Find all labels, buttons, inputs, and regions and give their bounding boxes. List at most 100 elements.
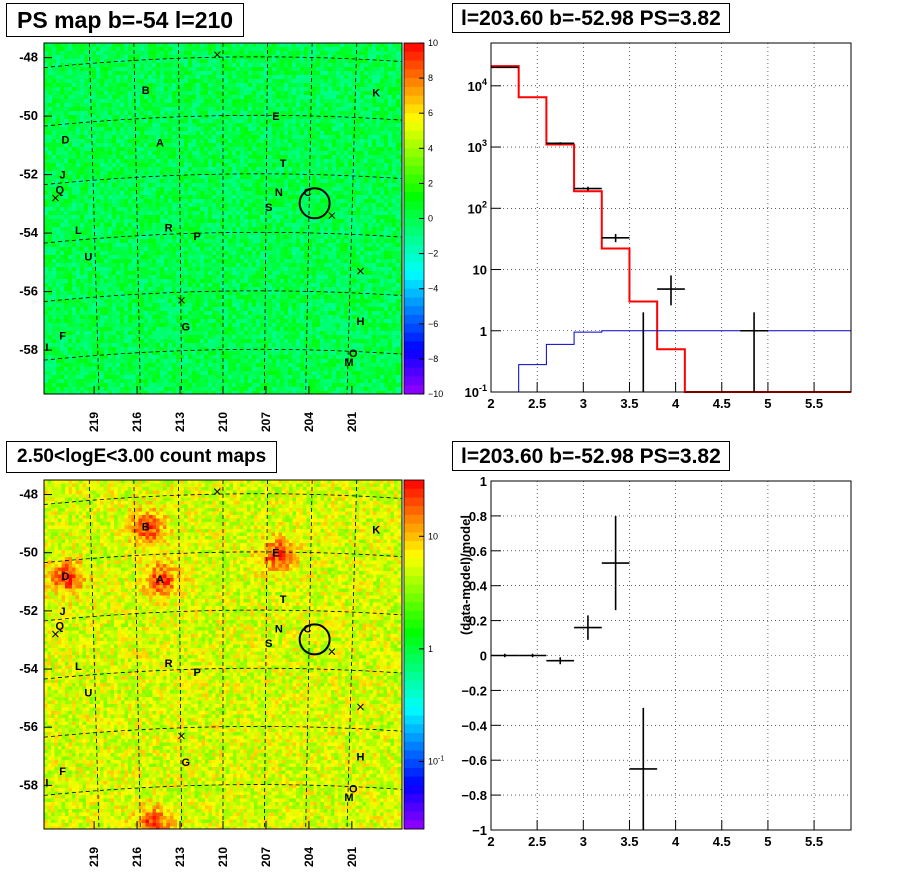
ps-map-cross-0 bbox=[213, 51, 221, 59]
residual-ytick-label: −0.8 bbox=[461, 788, 487, 803]
ps-map-marker-S: S bbox=[265, 202, 272, 214]
ps-map-colorbar-label: −10 bbox=[428, 389, 443, 399]
count-map-cross-1 bbox=[52, 630, 59, 638]
count-map-marker-E: E bbox=[272, 548, 279, 560]
ps-map-marker-M: M bbox=[344, 357, 353, 369]
ps-map-marker-Q: Q bbox=[55, 184, 64, 196]
ps-map-xtick-label: 219 bbox=[87, 412, 101, 432]
ps-map-colorbar-label: 0 bbox=[428, 214, 433, 224]
ps-map-parallel-54 bbox=[44, 231, 402, 244]
spectrum-ytick-label: 10-1 bbox=[465, 383, 487, 400]
ps-map-ytick-label: -50 bbox=[19, 108, 38, 123]
ps-map-marker-G: G bbox=[181, 322, 190, 334]
ps-map-marker-F: F bbox=[59, 331, 66, 343]
ps-map-ytick-label: -54 bbox=[19, 225, 39, 240]
count-map-group: -48 -50 -52 -54 -56 -58 219 216 213 210 207 204 201 B… bbox=[19, 479, 444, 867]
ps-map-colorbar-label: 6 bbox=[428, 108, 433, 118]
residual-ytick-label: −0.2 bbox=[461, 683, 487, 698]
count-map-ytick-label: -50 bbox=[19, 545, 38, 560]
spectrum-xtick-label: 3 bbox=[580, 396, 587, 411]
ps-map-parallel-56 bbox=[44, 290, 402, 303]
count-map-meridian-201 bbox=[346, 480, 358, 829]
count-map-parallel-54 bbox=[44, 667, 402, 680]
count-map-xtick-label: 216 bbox=[130, 847, 144, 867]
residual-xtick-label: 5 bbox=[764, 834, 771, 849]
count-map-ytick-label: -56 bbox=[19, 719, 38, 734]
ps-map-colorbar-label: −8 bbox=[428, 354, 438, 364]
spectrum-top-title: l=203.60 b=-52.98 PS=3.82 bbox=[452, 3, 730, 33]
spectrum-frame bbox=[490, 42, 852, 393]
spectrum-xtick-label: 4.5 bbox=[713, 396, 731, 411]
count-map-marker-T: T bbox=[280, 594, 287, 606]
ps-map-marker-D: D bbox=[62, 135, 70, 147]
count-map-colorbar-label: 10-1 bbox=[428, 755, 444, 766]
count-map-marker-Q: Q bbox=[55, 620, 64, 632]
map-top-title: PS map b=-54 l=210 bbox=[6, 3, 245, 37]
count-map-marker-A: A bbox=[156, 574, 164, 586]
ps-map-xtick-label: 213 bbox=[173, 412, 187, 432]
ps-map-colorbar-label: −6 bbox=[428, 319, 438, 329]
ps-map-marker-H: H bbox=[356, 316, 364, 328]
ps-map-colorbar-label: 8 bbox=[428, 73, 433, 83]
count-map-meridian-219 bbox=[88, 480, 100, 829]
ps-map-parallel-58 bbox=[44, 348, 402, 361]
ps-map-parallel-52 bbox=[44, 173, 402, 186]
count-map-marker-C: C bbox=[304, 623, 312, 635]
residual-title: l=203.60 b=-52.98 PS=3.82 bbox=[452, 441, 730, 471]
count-map-cross-0 bbox=[213, 488, 221, 495]
residual-xtick-label: 5.5 bbox=[805, 834, 823, 849]
count-map-ytick-label: -52 bbox=[19, 603, 38, 618]
spectrum-xtick-label: 5 bbox=[764, 396, 771, 411]
ps-map-xtick-label: 207 bbox=[259, 412, 273, 432]
spectrum-xtick-label: 5.5 bbox=[805, 396, 823, 411]
ps-map-meridian-219 bbox=[88, 43, 100, 394]
ps-map-marker-C: C bbox=[304, 187, 312, 199]
ps-map-meridian-201 bbox=[346, 43, 358, 394]
spectrum-ytick-label: 103 bbox=[468, 138, 487, 155]
count-map-xtick-label: 213 bbox=[173, 847, 187, 867]
residual-panel: 2 2.5 3 3.5 4 4.5 5 5.5 1 0.8 0.6 0.4 0.2 0 −0.2 −0.4 −0… bbox=[458, 474, 852, 849]
count-map-xtick-label: 207 bbox=[259, 847, 273, 867]
ps-map-marker-O: O bbox=[349, 348, 358, 360]
count-map-ytick-label: -54 bbox=[19, 661, 39, 676]
count-map-pixels bbox=[44, 480, 402, 829]
count-map-ytick-label: -48 bbox=[19, 487, 38, 502]
residual-ytick-label: −0.4 bbox=[461, 718, 487, 733]
count-map-parallel-48 bbox=[44, 493, 402, 505]
ps-map-colorbar-label: 4 bbox=[428, 143, 433, 153]
count-map-source-circle bbox=[298, 623, 331, 656]
residual-ytick-label: 0.6 bbox=[469, 544, 487, 559]
ps-map-marker-B: B bbox=[142, 85, 150, 97]
residual-xtick-label: 4 bbox=[672, 834, 680, 849]
count-map-meridian-213 bbox=[178, 480, 183, 829]
ps-map-ytick-label: -56 bbox=[19, 284, 38, 299]
residual-ytick-label: −1 bbox=[472, 823, 487, 838]
count-map-parallel-50 bbox=[44, 551, 402, 564]
count-map-colorbar-frame bbox=[403, 479, 425, 830]
spectrum-xtick-label: 3.5 bbox=[620, 396, 638, 411]
ps-map-xtick-label: 210 bbox=[216, 412, 230, 432]
count-map-xtick-label: 219 bbox=[87, 847, 101, 867]
ps-map-cross-2 bbox=[328, 212, 336, 219]
count-map-xtick-label: 210 bbox=[216, 847, 230, 867]
residual-grid bbox=[490, 480, 851, 831]
spectrum-panel: 2 2.5 3 3.5 4 4.5 5 5.5 bbox=[487, 42, 852, 411]
residual-ytick-label: 0 bbox=[480, 649, 487, 664]
ps-map-graticule bbox=[44, 43, 402, 394]
spectrum-ytick-label: 102 bbox=[468, 199, 487, 216]
residual-ytick-label: 0.4 bbox=[469, 579, 488, 594]
ps-map-marker-A: A bbox=[156, 137, 164, 149]
spectrum-ytick-label: 104 bbox=[468, 77, 487, 94]
count-map-marker-I: I bbox=[45, 777, 48, 789]
ps-map-marker-N: N bbox=[275, 187, 283, 199]
count-map-marker-M: M bbox=[344, 792, 353, 804]
count-map-parallel-58 bbox=[44, 784, 402, 796]
residual-xtick-label: 3.5 bbox=[620, 834, 638, 849]
count-map-marker-L: L bbox=[75, 661, 82, 673]
ps-map-colorbar-label: −4 bbox=[428, 284, 438, 294]
ps-map-pixels bbox=[44, 43, 402, 394]
count-map-cross-3 bbox=[357, 703, 364, 711]
count-map-marker-H: H bbox=[356, 751, 364, 763]
count-map-marker-B: B bbox=[142, 522, 150, 534]
residual-ytick-label: 0.2 bbox=[469, 614, 487, 629]
